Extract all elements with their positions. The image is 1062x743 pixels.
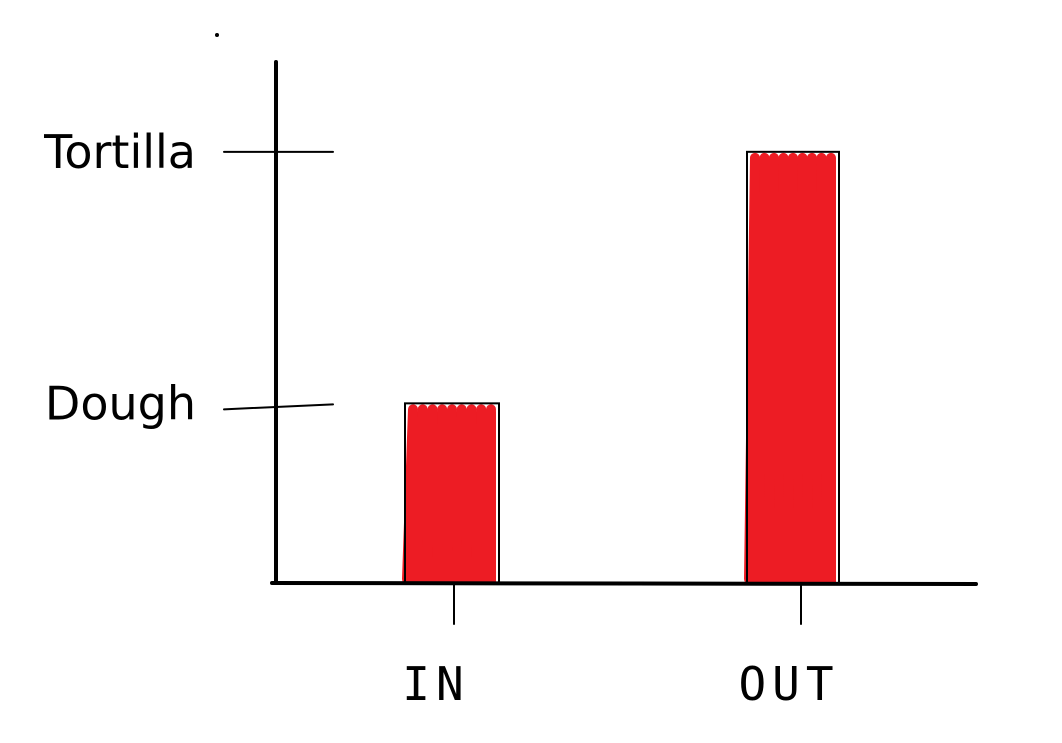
bar-scribble-in bbox=[421, 404, 438, 584]
bar-scribble-out bbox=[820, 152, 836, 584]
bar-scribble-out bbox=[782, 152, 798, 584]
x-ticks-layer: IN OUT bbox=[402, 583, 839, 711]
bar-scribble-in bbox=[441, 404, 457, 584]
x-axis-line bbox=[270, 581, 978, 586]
y-tick-label-dough: Dough bbox=[45, 376, 196, 430]
bar-scribble-out bbox=[744, 152, 760, 584]
stray-dot bbox=[215, 33, 219, 37]
bars-layer bbox=[402, 150, 840, 585]
x-tick-label-out: OUT bbox=[738, 657, 839, 711]
bar-in bbox=[402, 402, 500, 584]
bar-scribble-in bbox=[402, 404, 418, 584]
y-ticks-layer: Dough Tortilla bbox=[43, 125, 334, 430]
bar-scribble-out bbox=[801, 152, 817, 584]
bar-scribble-in bbox=[460, 404, 477, 584]
bar-out bbox=[744, 150, 840, 585]
bar-scribble-in bbox=[480, 404, 496, 584]
y-tick-dough bbox=[223, 403, 334, 411]
y-tick-label-tortilla: Tortilla bbox=[43, 125, 196, 179]
x-tick-label-in: IN bbox=[402, 657, 469, 711]
bar-scribble-out bbox=[763, 152, 779, 584]
